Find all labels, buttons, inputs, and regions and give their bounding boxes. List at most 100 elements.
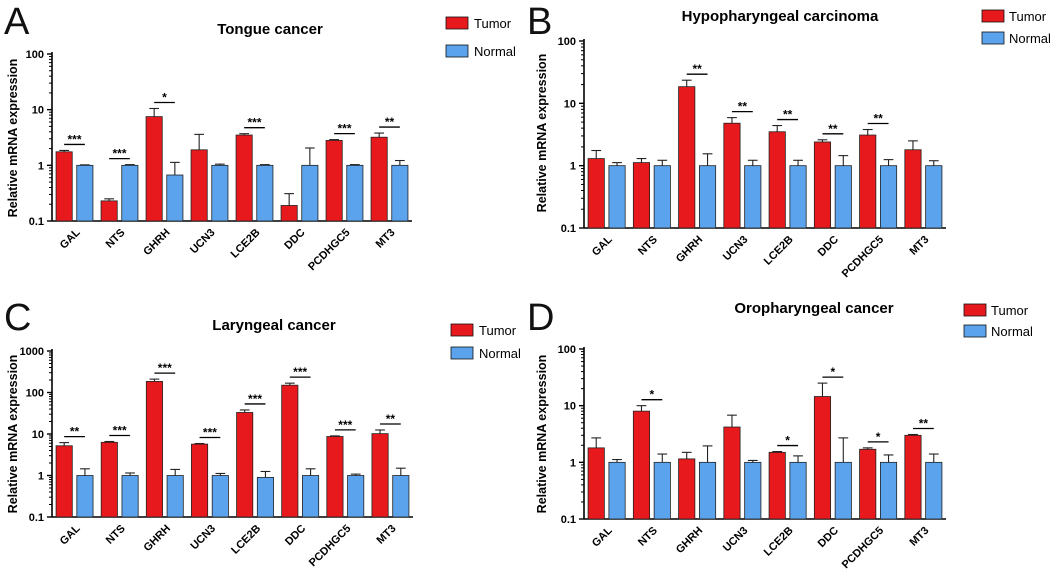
panel-b-x-tick-label: MT3 [907,234,931,258]
panel-d-significance-label: * [831,365,836,379]
panel-a-bar-tumor-mt3 [370,136,388,222]
panel-c-bar-normal-lce2b [256,476,274,518]
panel-d-bar-tumor-ddc [813,396,832,520]
panel-d-significance-label: * [650,388,655,402]
panel-a-x-tick-label: UCN3 [188,227,218,257]
panel-a-legend-label-tumor: Tumor [474,16,512,31]
panel-b-bar-tumor-lce2b [768,131,786,229]
panel-c-y-tick-label: 10 [32,429,44,441]
panel-d-bar-normal-ddc [834,461,852,520]
panel-d-significance-label: ** [919,416,929,430]
panel-a-significance-label: *** [247,116,261,130]
panel-b-bar-tumor-ghrh [678,86,696,229]
panel-a-bar-tumor-nts [100,200,118,222]
panel-a-bar-tumor-ddc [280,205,298,222]
panel-letter-d: D [527,297,554,339]
panel-d-bar-tumor-pcdhgc5 [859,448,877,520]
panel-a-bar-normal-nts [121,164,139,222]
panel-d-bar-normal-lce2b [789,461,807,520]
panel-a-x-tick-label: MT3 [374,227,398,251]
panel-c-bar-normal-ddc [302,475,320,518]
panel-b-y-tick-label: 10 [564,98,576,110]
panel-c-y-tick-label: 1 [38,471,44,483]
panel-a-x-tick-label: GAL [58,226,83,251]
panel-c-x-tick-label: MT3 [375,523,399,547]
panel-c-y-axis-label: Relative mRNA expression [6,355,20,514]
panel-b-bar-normal-pcdhgc5 [879,165,898,229]
panel-b-bar-normal-nts [653,165,671,229]
panel-b-significance-label: ** [738,100,748,114]
panel-b-x-tick-label: DDC [816,234,841,259]
panel-d-bar-tumor-nts [632,410,651,520]
panel-a-x-tick-label: GHRH [141,227,172,258]
panel-a-x-tick-label: NTS [104,227,128,251]
panel-b-x-tick-label: GHRH [674,234,705,265]
panel-a-y-tick-label: 1 [38,160,44,172]
panel-b-title: Hypopharyngeal carcinoma [682,8,879,25]
panel-a-legend-label-normal: Normal [474,44,516,59]
panel-c-x-tick-label: NTS [104,523,128,547]
panel-d-bar-tumor-lce2b [768,451,786,520]
panel-d-bar-tumor-ghrh [678,458,696,520]
panel-b-legend-swatch-normal [981,31,1005,45]
panel-c-y-tick-label: 1000 [20,346,44,358]
panel-c-legend-swatch-normal [450,346,474,360]
panel-c-legend-swatch-tumor [450,323,474,337]
panel-a-bar-normal-ghrh [166,174,184,222]
panel-b-significance-label: ** [783,108,793,122]
panel-c-plot-area: 0.1 1 10 100 1000 GAL NTS GHRH UCN3 LCE2B DDCPCDHG… [20,346,413,569]
panel-c-x-tick-label: UCN3 [188,523,218,553]
panel-d-bar-tumor-mt3 [904,434,922,520]
panel-b-legend-label-tumor: Tumor [1009,9,1047,24]
panel-a-x-tick-label: PCDHGC5 [306,227,353,274]
panel-letter-c: C [4,297,31,339]
panel-d-x-tick-label: GAL [590,524,615,549]
panel-b-bar-normal-ghrh [698,165,717,229]
panel-a-bar-tumor-ghrh [145,116,163,222]
panel-c-significance-label: *** [113,423,127,437]
panel-c-bar-normal-ghrh [166,475,184,518]
panel-b-legend-label-normal: Normal [1009,31,1051,46]
panel-a-bar-normal-pcdhgc5 [346,164,364,222]
panel-a-y-tick-label: 0.1 [29,216,44,228]
panel-d-x-tick-label: LCE2B [762,525,796,559]
panel-c-x-tick-label: DDC [283,523,308,548]
panel-a-significance-label: *** [67,132,81,146]
panel-d-bar-tumor-gal [587,447,605,520]
panel-b-bar-normal-gal [608,165,626,229]
panel-a-bar-normal-ucn3 [211,164,229,222]
panel-c-bar-tumor-nts [100,441,118,518]
panel-b-bar-tumor-ddc [813,141,832,229]
panel-a-y-tick-label: 10 [32,105,44,117]
panel-b-y-axis-label: Relative mRNA expression [535,54,549,213]
panel-a-y-axis-label: Relative mRNA expression [6,59,20,218]
panel-c-significance-label: *** [338,418,352,432]
panel-a-bar-normal-ddc [301,164,319,222]
panel-b-bar-normal-lce2b [789,165,807,229]
panel-c-x-tick-label: PCDHGC5 [307,523,354,570]
panel-a-x-tick-label: DDC [282,227,307,252]
panel-d-legend-label-tumor: Tumor [991,303,1029,318]
panel-d-y-axis-label: Relative mRNA expression [535,355,549,514]
panel-c-bar-normal-nts [121,475,139,518]
panel-c-bar-tumor-ucn3 [191,443,209,518]
panel-c-significance-label: *** [293,365,307,379]
panel-b-bar-normal-ddc [834,165,852,229]
panel-d-significance-label: * [785,434,790,448]
panel-b-x-tick-label: LCE2B [762,234,796,268]
panel-d-y-tick-label: 1 [570,457,576,469]
panel-c-x-tick-label: GHRH [142,523,173,554]
panel-d-x-tick-label: PCDHGC5 [840,525,887,572]
panel-b-x-tick-label: GAL [590,233,615,258]
panel-d-x-tick-label: DDC [816,525,841,550]
panel-b-y-tick-label: 100 [558,36,576,48]
panel-b-significance-label: ** [873,112,883,126]
panel-c: C Laryngeal cancer Relative mRNA express… [4,297,521,569]
panel-a-legend-swatch-normal [445,44,469,58]
panel-b-significance-label: ** [828,122,838,136]
panel-d-title: Oropharyngeal cancer [734,300,893,317]
panel-d-y-tick-label: 0.1 [561,514,576,526]
